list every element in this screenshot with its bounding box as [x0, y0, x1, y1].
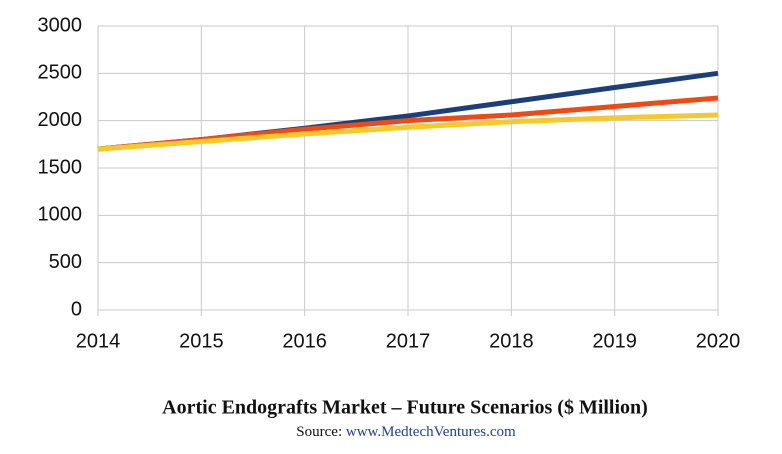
x-tick-label: 2014 [76, 330, 121, 352]
y-tick-label: 2000 [38, 109, 83, 131]
chart-title: Aortic Endografts Market – Future Scenar… [162, 397, 648, 419]
y-tick-label: 1500 [38, 156, 83, 178]
x-tick-label: 2016 [282, 330, 327, 352]
source: Source: www.MedtechVentures.com [296, 424, 516, 440]
series-line [97, 112, 719, 152]
y-tick-label: 3000 [38, 14, 83, 36]
x-tick-label: 2019 [592, 330, 637, 352]
y-tick-label: 500 [49, 251, 82, 273]
y-tick-label: 1000 [38, 204, 83, 226]
x-tick-label: 2018 [489, 330, 534, 352]
y-tick-label: 2500 [38, 62, 83, 84]
x-tick-label: 2015 [179, 330, 224, 352]
source-url: www.MedtechVentures.com [346, 424, 516, 440]
y-tick-label: 0 [71, 298, 82, 320]
x-tick-label: 2017 [386, 330, 431, 352]
source-label: Source: [296, 424, 342, 440]
x-tick-label: 2020 [696, 330, 741, 352]
